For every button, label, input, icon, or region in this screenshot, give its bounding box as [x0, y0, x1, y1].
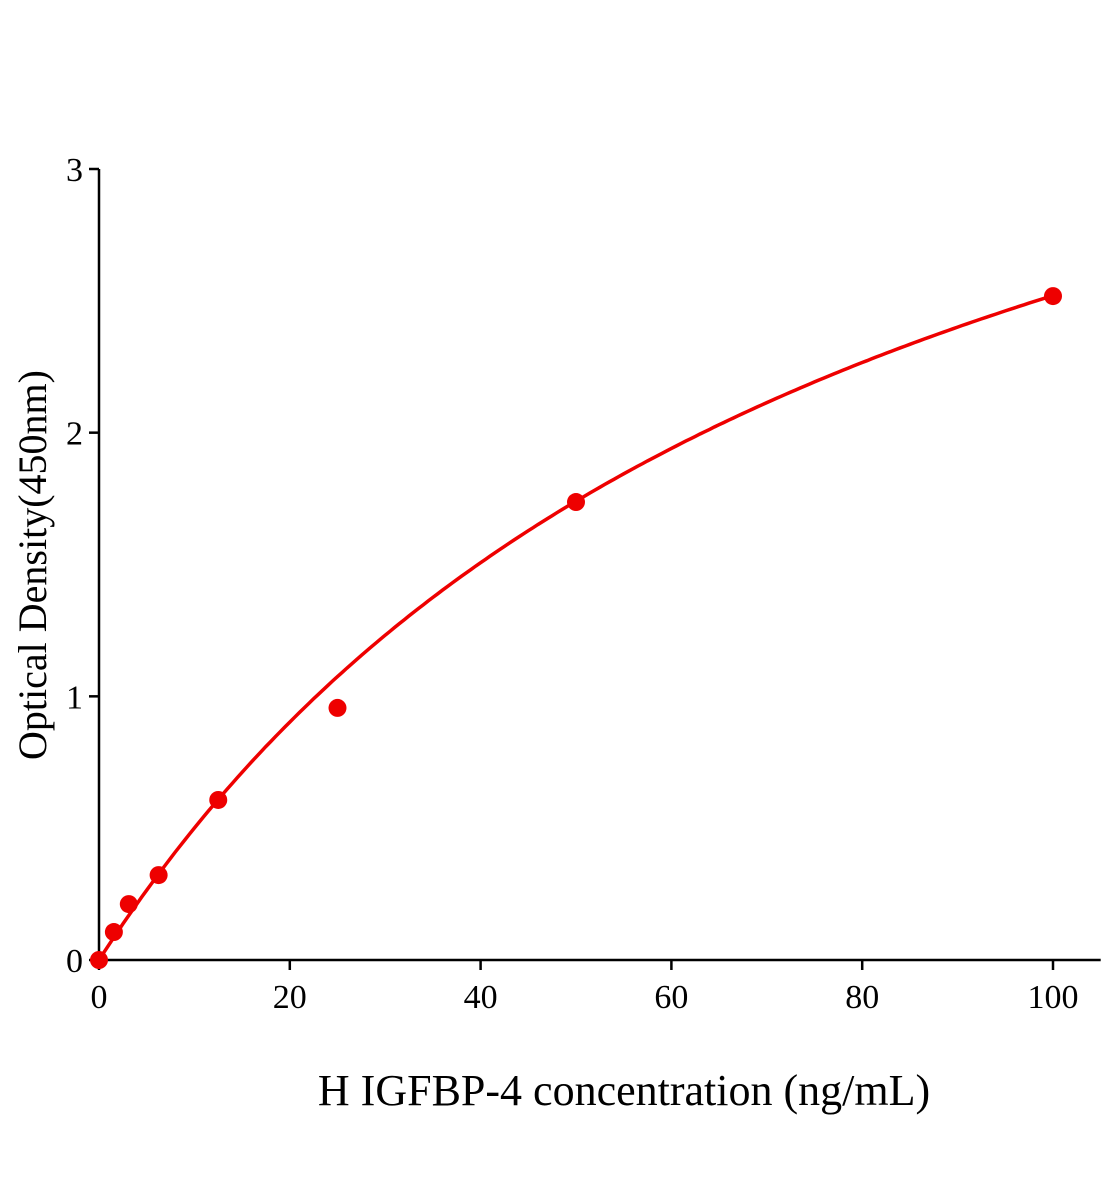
- x-tick-label: 40: [464, 979, 498, 1016]
- data-point: [90, 951, 108, 969]
- x-tick-label: 0: [91, 979, 108, 1016]
- data-point: [104, 923, 123, 942]
- y-tick-label: 1: [66, 679, 83, 716]
- data-point: [1044, 287, 1062, 306]
- data-point: [328, 698, 347, 717]
- fit-curve: [97, 293, 1054, 961]
- y-axis-label: Optical Density(450nm): [10, 370, 55, 760]
- y-tick-label: 0: [66, 943, 83, 980]
- x-tick-label: 100: [1028, 979, 1079, 1016]
- axes: 0 20 40 60 80 100 0 1 2 3: [66, 152, 1101, 1016]
- y-tick-label: 3: [66, 152, 83, 189]
- x-tick-label: 20: [273, 979, 307, 1016]
- y-tick-label: 2: [66, 416, 83, 453]
- x-tick-label: 60: [654, 979, 688, 1016]
- data-point: [119, 895, 138, 914]
- x-tick-label: 80: [845, 979, 879, 1016]
- data-points: [90, 287, 1062, 969]
- x-axis-label: H IGFBP-4 concentration (ng/mL): [318, 1066, 930, 1115]
- data-point: [149, 866, 168, 885]
- data-point: [209, 790, 228, 809]
- data-point: [567, 493, 585, 512]
